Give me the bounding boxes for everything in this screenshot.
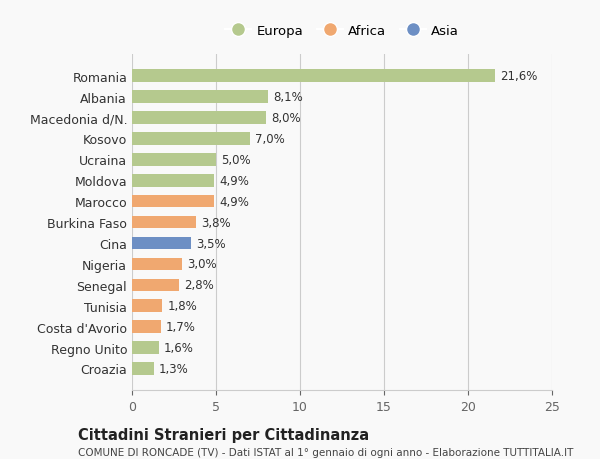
Text: 1,7%: 1,7%	[166, 320, 196, 333]
Text: 4,9%: 4,9%	[220, 174, 249, 187]
Text: 3,8%: 3,8%	[201, 216, 230, 229]
Bar	[132, 91, 268, 104]
Bar	[132, 258, 182, 271]
Bar	[132, 216, 196, 229]
Legend: Europa, Africa, Asia: Europa, Africa, Asia	[218, 18, 466, 44]
Text: 3,0%: 3,0%	[187, 258, 217, 271]
Bar	[132, 300, 162, 312]
Bar	[132, 341, 159, 354]
Text: 8,0%: 8,0%	[271, 112, 301, 125]
Text: 4,9%: 4,9%	[220, 195, 249, 208]
Text: 1,8%: 1,8%	[167, 300, 197, 313]
Bar	[132, 112, 266, 124]
Text: 8,1%: 8,1%	[273, 91, 303, 104]
Text: 5,0%: 5,0%	[221, 154, 251, 167]
Text: 1,3%: 1,3%	[159, 362, 188, 375]
Bar	[132, 196, 214, 208]
Bar	[132, 174, 214, 187]
Bar	[132, 154, 216, 166]
Text: 7,0%: 7,0%	[254, 133, 284, 146]
Text: COMUNE DI RONCADE (TV) - Dati ISTAT al 1° gennaio di ogni anno - Elaborazione TU: COMUNE DI RONCADE (TV) - Dati ISTAT al 1…	[78, 448, 574, 458]
Bar	[132, 237, 191, 250]
Text: 21,6%: 21,6%	[500, 70, 537, 83]
Text: 3,5%: 3,5%	[196, 237, 226, 250]
Text: 1,6%: 1,6%	[164, 341, 194, 354]
Bar	[132, 363, 154, 375]
Bar	[132, 321, 161, 333]
Bar	[132, 279, 179, 291]
Bar	[132, 133, 250, 146]
Bar	[132, 70, 495, 83]
Text: Cittadini Stranieri per Cittadinanza: Cittadini Stranieri per Cittadinanza	[78, 427, 369, 442]
Text: 2,8%: 2,8%	[184, 279, 214, 291]
